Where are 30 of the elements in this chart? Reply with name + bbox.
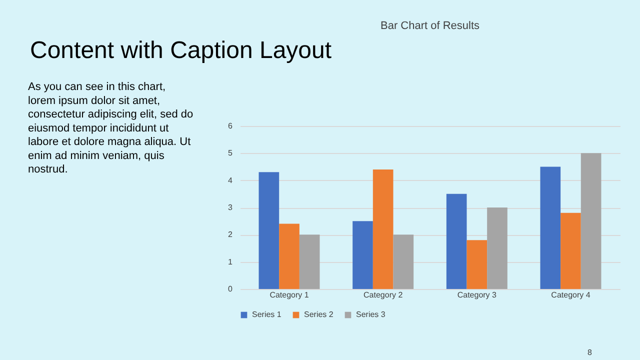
y-tick-label: 6 xyxy=(228,122,234,130)
y-tick-label: 1 xyxy=(228,257,234,266)
bar xyxy=(466,240,488,289)
bar xyxy=(352,221,373,289)
bar xyxy=(487,208,508,289)
bar xyxy=(393,234,414,289)
bar xyxy=(258,172,280,289)
legend-label: Series 2 xyxy=(304,310,334,319)
y-tick-label: 0 xyxy=(228,284,234,294)
legend-label: Series 3 xyxy=(356,310,386,319)
bar xyxy=(299,234,320,289)
text: 8 xyxy=(588,348,593,357)
x-tick-label: Category 1 xyxy=(270,290,310,300)
y-tick-label: 3 xyxy=(228,203,234,212)
y-tick-label: 2 xyxy=(228,230,234,240)
x-tick-label: Category 3 xyxy=(457,290,498,300)
chart-title: Bar Chart of Results xyxy=(380,20,480,32)
bar xyxy=(279,224,300,289)
y-tick-label: 4 xyxy=(228,176,234,185)
text: Content with Caption Layout xyxy=(30,37,332,64)
bar xyxy=(372,169,394,289)
legend-label: Series 1 xyxy=(252,310,282,319)
bar xyxy=(560,212,581,289)
bar xyxy=(580,153,602,289)
y-tick-label: 5 xyxy=(228,148,234,158)
bar xyxy=(540,166,561,289)
x-tick-label: Category 4 xyxy=(551,290,591,300)
x-tick-label: Category 2 xyxy=(364,290,404,300)
bar xyxy=(446,194,467,289)
text: As you can see in this chart, lorem ipsum dolor sit amet, consectetur adipiscing elit, sed do eiusmod tempor incididunt ut labore et dolore magna aliqua. Ut enim ad minim veniam, quis nostrud. xyxy=(28,81,194,176)
